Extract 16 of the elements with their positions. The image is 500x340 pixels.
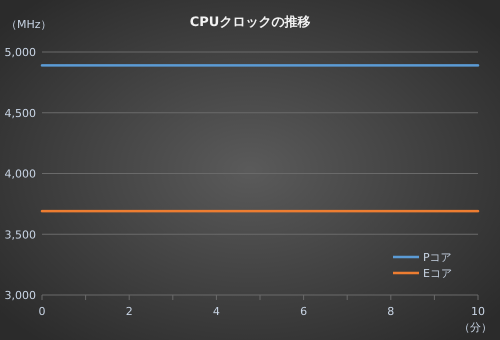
y-tick-label: 5,000 <box>4 46 36 59</box>
x-tick-label: 10 <box>471 305 485 318</box>
legend-label: Pコア <box>423 251 452 264</box>
x-tick-label: 4 <box>212 305 220 318</box>
x-tick-label: 0 <box>38 305 46 318</box>
chart-title: CPUクロックの推移 <box>190 15 310 30</box>
y-tick-label: 3,000 <box>4 289 36 302</box>
legend-label: Eコア <box>423 267 452 280</box>
y-tick-label: 3,500 <box>4 228 36 242</box>
y-tick-label: 4,000 <box>4 168 36 180</box>
x-axis-title: （分） <box>459 321 492 334</box>
x-tick-label: 8 <box>387 305 394 318</box>
x-tick-label: 6 <box>300 305 308 318</box>
y-axis-title: （MHz） <box>6 18 52 31</box>
y-tick-label: 4,500 <box>4 106 36 120</box>
x-tick-label: 2 <box>126 305 133 318</box>
